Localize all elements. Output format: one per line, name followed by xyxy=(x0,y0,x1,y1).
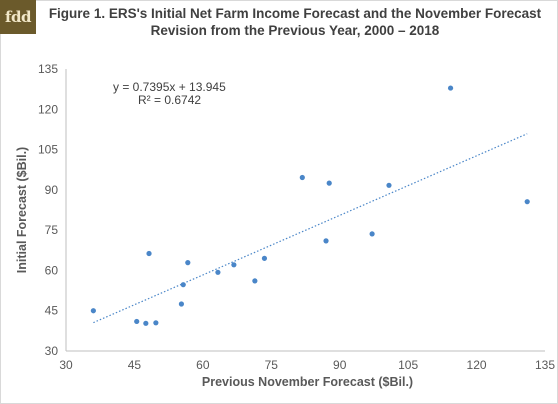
y-axis-title: Initial Forecast ($Bil.) xyxy=(15,147,29,273)
data-point xyxy=(447,85,454,91)
data-point xyxy=(178,301,185,307)
axes xyxy=(65,69,545,352)
chart-title: Figure 1. ERS's Initial Net Farm Income … xyxy=(48,6,542,38)
x-tick-labels: 30 45 60 75 90 105 120 135 xyxy=(59,358,555,372)
x-tick-label: 60 xyxy=(196,358,210,372)
logo-text: fdd xyxy=(5,8,31,26)
data-point xyxy=(90,308,96,314)
y-tick-label: 60 xyxy=(45,263,59,277)
data-points xyxy=(90,85,530,326)
data-point xyxy=(180,282,186,288)
data-point xyxy=(299,174,305,181)
x-tick-label: 45 xyxy=(128,358,142,372)
y-tick-labels: 30 45 60 75 90 105 120 135 xyxy=(38,62,58,358)
data-point xyxy=(153,320,159,326)
data-point xyxy=(146,250,152,257)
data-point xyxy=(143,320,149,326)
data-point xyxy=(369,231,375,237)
data-point xyxy=(386,182,392,188)
x-tick-label: 90 xyxy=(333,358,347,372)
data-point xyxy=(185,260,191,266)
x-axis-title: Previous November Forecast ($Bil.) xyxy=(202,375,413,389)
data-point xyxy=(323,238,329,244)
r-squared-label: R² = 0.6742 xyxy=(138,93,201,107)
data-point xyxy=(215,269,221,275)
data-point xyxy=(134,318,140,325)
y-tick-label: 120 xyxy=(38,102,58,116)
data-point xyxy=(261,255,268,261)
trendline xyxy=(93,133,528,324)
y-tick-label: 75 xyxy=(45,223,59,237)
y-tick-label: 30 xyxy=(45,344,59,358)
data-point xyxy=(231,262,237,268)
data-point xyxy=(326,180,332,186)
x-tick-label: 135 xyxy=(535,358,555,372)
data-point xyxy=(252,278,258,284)
fdd-logo: fdd xyxy=(0,0,36,34)
y-tick-label: 90 xyxy=(45,183,59,197)
y-tick-label: 45 xyxy=(45,304,59,318)
trendline-equation: y = 0.7395x + 13.945 xyxy=(113,80,226,94)
data-point xyxy=(524,199,530,205)
x-tick-label: 30 xyxy=(59,358,73,372)
x-tick-label: 75 xyxy=(265,358,279,372)
y-tick-label: 135 xyxy=(38,62,58,76)
x-tick-label: 120 xyxy=(467,358,487,372)
y-tick-label: 105 xyxy=(38,143,58,157)
x-tick-label: 105 xyxy=(398,358,418,372)
